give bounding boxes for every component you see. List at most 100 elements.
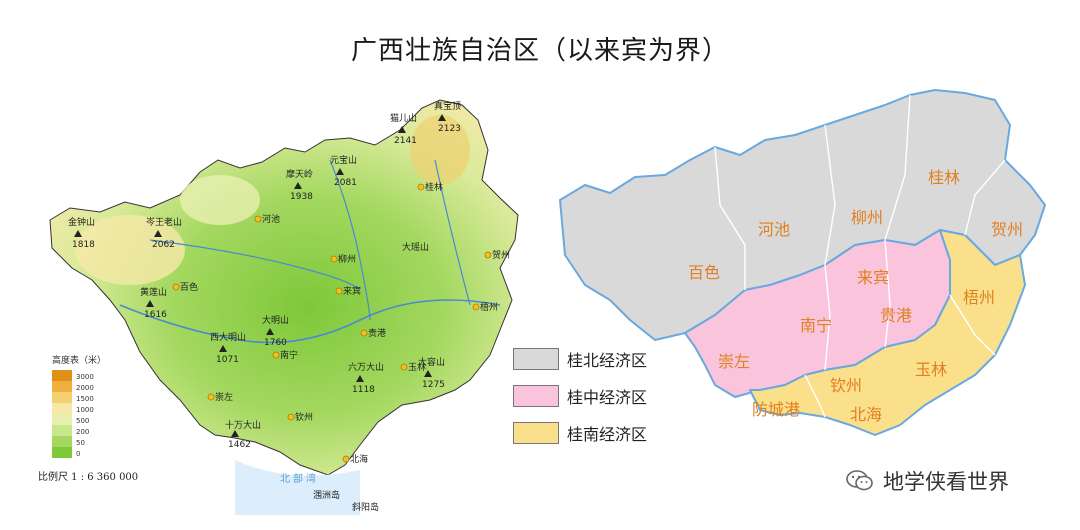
peak-zhenbao-h: 2123 bbox=[438, 124, 461, 134]
topo-city-beihai: 北海 bbox=[350, 453, 368, 465]
elevation-level-row: 1000 bbox=[52, 403, 122, 414]
map-scale: 比例尺 1 : 6 360 000 bbox=[38, 472, 139, 483]
peak-motian-h: 1938 bbox=[290, 192, 313, 202]
peak-huanglian-h: 1616 bbox=[144, 310, 167, 320]
peak-shiwan-h: 1462 bbox=[228, 440, 251, 450]
elevation-swatch bbox=[52, 414, 72, 425]
region-label-chongzuo: 崇左 bbox=[718, 352, 750, 371]
peak-maoer-h: 2141 bbox=[394, 136, 417, 146]
region-south-shape bbox=[749, 229, 1026, 436]
region-label-guigang: 贵港 bbox=[880, 306, 912, 325]
legend-label-central: 桂中经济区 bbox=[567, 387, 648, 407]
elevation-value: 200 bbox=[76, 428, 90, 436]
region-label-nanning: 南宁 bbox=[800, 316, 832, 335]
elevation-level-row: 3000 bbox=[52, 370, 122, 381]
elevation-swatch bbox=[52, 370, 72, 381]
peak-jinzhong: 金钟山 bbox=[68, 216, 95, 228]
page-title: 广西壮族自治区（以来宾为界） bbox=[350, 36, 729, 66]
elevation-swatch bbox=[52, 381, 72, 392]
sea-label-beibu-gulf: 北部湾 bbox=[280, 472, 319, 485]
elevation-level-row: 0 bbox=[52, 447, 122, 458]
island-xieyang: 斜阳岛 bbox=[352, 501, 379, 513]
beibu-gulf-sea bbox=[235, 460, 360, 515]
elevation-swatch bbox=[52, 425, 72, 436]
economic-zone-legend: 桂北经济区 桂中经济区 桂南经济区 bbox=[513, 340, 693, 451]
elevation-swatch bbox=[52, 447, 72, 458]
peak-huanglian: 黄莲山 bbox=[140, 286, 167, 298]
region-label-qinzhou: 钦州 bbox=[830, 376, 862, 395]
peak-darong-h: 1275 bbox=[422, 380, 445, 390]
peak-darong: 大容山 bbox=[418, 356, 445, 368]
peak-cenwang: 岑王老山 bbox=[146, 216, 182, 228]
topo-city-guilin: 桂林 bbox=[425, 181, 443, 193]
region-label-fangchenggang: 防城港 bbox=[752, 400, 800, 419]
legend-label-north: 桂北经济区 bbox=[567, 350, 648, 370]
topo-city-wuzhou: 梧州 bbox=[480, 301, 498, 313]
peak-yuanbao-h: 2081 bbox=[334, 178, 357, 188]
elevation-value: 3000 bbox=[76, 373, 94, 381]
elevation-swatch bbox=[52, 436, 72, 447]
highland-north bbox=[410, 115, 470, 185]
elevation-swatch bbox=[52, 392, 72, 403]
river-hongshui bbox=[149, 239, 361, 291]
topo-city-qinzhou: 钦州 bbox=[295, 411, 313, 423]
river-lijiang bbox=[434, 159, 471, 306]
peak-daming-h: 1760 bbox=[264, 338, 287, 348]
topographic-map: 北部湾 涠洲岛 斜阳岛 河池 柳州 桂林 贺州 百色 来宾 南宁 贵港 梧州 崇… bbox=[49, 99, 519, 515]
peak-yuanbao: 元宝山 bbox=[330, 154, 357, 166]
region-label-wuzhou: 梧州 bbox=[963, 288, 995, 307]
watermark-text: 地学侠看世界 bbox=[883, 470, 1009, 494]
elevation-value: 1000 bbox=[76, 406, 94, 414]
region-label-liuzhou: 柳州 bbox=[851, 208, 883, 227]
elevation-level-row: 2000 bbox=[52, 381, 122, 392]
peak-zhenbao: 真宝顶 bbox=[434, 100, 461, 112]
legend-swatch-central bbox=[513, 384, 559, 407]
elevation-value: 50 bbox=[76, 439, 85, 447]
topo-city-dots bbox=[172, 183, 492, 463]
peak-motian: 摩天岭 bbox=[286, 168, 313, 180]
peak-shiwan: 十万大山 bbox=[225, 419, 261, 431]
river-xijiang bbox=[119, 299, 501, 344]
peak-daming: 大明山 bbox=[262, 314, 289, 326]
topo-city-hechi: 河池 bbox=[262, 213, 280, 225]
elevation-level-row: 500 bbox=[52, 414, 122, 425]
elevation-value: 500 bbox=[76, 417, 90, 425]
elevation-swatch bbox=[52, 403, 72, 414]
elevation-legend-title: 高度表（米） bbox=[52, 356, 107, 366]
peak-liuwan: 六万大山 bbox=[348, 361, 384, 373]
peak-maoer: 猫儿山 bbox=[390, 112, 417, 124]
region-label-yulin: 玉林 bbox=[915, 360, 947, 379]
watermark: 地学侠看世界 bbox=[845, 466, 1009, 496]
river-liujiang bbox=[329, 159, 371, 321]
region-map: 百色 河池 柳州 桂林 贺州 来宾 南宁 贵港 梧州 崇左 玉林 钦州 防城港 … bbox=[559, 89, 1046, 436]
topo-city-yulin: 玉林 bbox=[408, 361, 426, 373]
topo-city-guigang: 贵港 bbox=[368, 327, 386, 339]
region-label-baise: 百色 bbox=[688, 263, 720, 282]
region-label-laibin: 来宾 bbox=[857, 268, 889, 287]
topo-city-nanning: 南宁 bbox=[280, 349, 298, 361]
legend-item-north: 桂北经济区 bbox=[513, 340, 693, 377]
elevation-legend: 高度表（米） 3000 2000 1500 1000 500 200 50 0 bbox=[52, 353, 122, 458]
elevation-value: 1500 bbox=[76, 395, 94, 403]
legend-item-central: 桂中经济区 bbox=[513, 377, 693, 414]
legend-item-south: 桂南经济区 bbox=[513, 414, 693, 451]
region-label-hezhou: 贺州 bbox=[991, 220, 1023, 239]
island-weizhou: 涠洲岛 bbox=[313, 489, 340, 501]
topo-city-chongzuo: 崇左 bbox=[215, 391, 233, 403]
elevation-level-row: 200 bbox=[52, 425, 122, 436]
topo-peaks bbox=[74, 114, 446, 437]
peak-liuwan-h: 1118 bbox=[352, 385, 375, 395]
region-label-guilin: 桂林 bbox=[928, 168, 960, 187]
elevation-level-row: 1500 bbox=[52, 392, 122, 403]
topo-city-baise: 百色 bbox=[180, 281, 198, 293]
topo-city-liuzhou: 柳州 bbox=[338, 253, 356, 265]
region-label-hechi: 河池 bbox=[758, 220, 790, 239]
topo-city-hezhou: 贺州 bbox=[492, 249, 510, 261]
legend-label-south: 桂南经济区 bbox=[567, 424, 648, 444]
topo-city-laibin: 来宾 bbox=[343, 285, 361, 297]
elevation-level-row: 50 bbox=[52, 436, 122, 447]
legend-swatch-north bbox=[513, 347, 559, 370]
elevation-value: 2000 bbox=[76, 384, 94, 392]
highland-northwest bbox=[180, 175, 260, 225]
peak-xidaming: 西大明山 bbox=[210, 331, 246, 343]
